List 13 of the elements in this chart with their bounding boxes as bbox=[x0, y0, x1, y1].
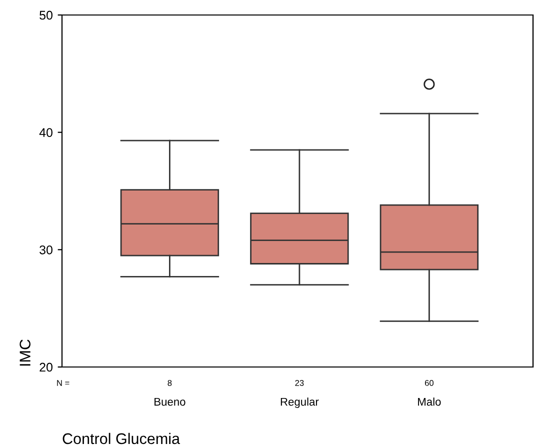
y-tick-label: 40 bbox=[39, 128, 52, 137]
text: 8 bbox=[168, 380, 172, 386]
y-tick-label: 20 bbox=[40, 362, 52, 372]
x-tick-label: Regular bbox=[280, 398, 319, 408]
text: 60 bbox=[424, 380, 434, 386]
y-axis-title: IMC bbox=[20, 340, 30, 366]
x-tick-label: Malo bbox=[418, 398, 441, 406]
y-tick-label: 50 bbox=[40, 10, 52, 20]
text: N = bbox=[57, 380, 70, 386]
text: 23 bbox=[295, 380, 304, 386]
y-tick-label: 30 bbox=[40, 245, 52, 254]
x-tick-label: Bueno bbox=[154, 398, 186, 406]
x-axis-title: Control Glucemia bbox=[62, 432, 180, 444]
